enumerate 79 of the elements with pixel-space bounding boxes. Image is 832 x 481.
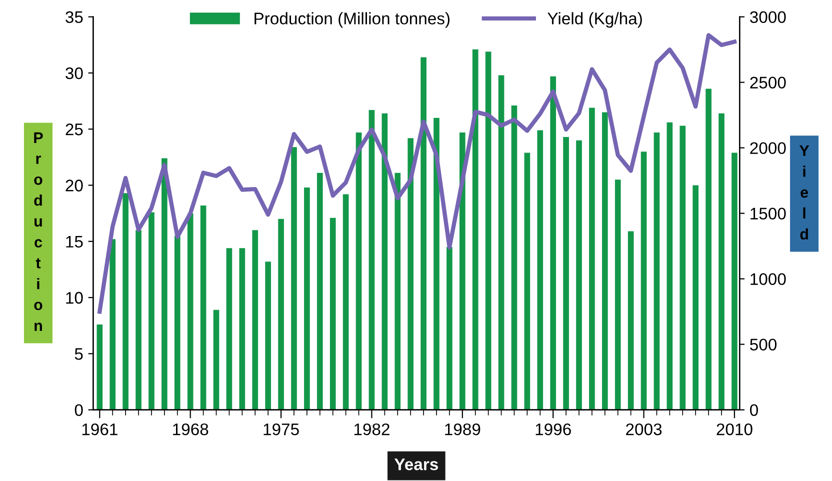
bar <box>122 193 128 410</box>
bar <box>537 130 544 410</box>
bar <box>706 88 712 410</box>
bar <box>524 152 530 410</box>
legend-label: Yield (Kg/ha) <box>548 12 642 28</box>
bar <box>213 310 220 410</box>
bar <box>680 126 686 410</box>
bar <box>576 140 582 410</box>
bar <box>342 194 349 410</box>
bar <box>252 230 258 410</box>
bar <box>434 118 440 410</box>
y-tick-label: 5 <box>74 348 83 360</box>
bar <box>614 180 621 410</box>
bar <box>382 113 388 410</box>
x-tick-label: 1996 <box>536 423 571 436</box>
bar <box>420 57 426 410</box>
x-tick-label: 1968 <box>173 423 208 436</box>
bar <box>718 113 724 410</box>
bar <box>602 112 608 410</box>
bar <box>368 110 375 410</box>
y2-tick-label: 2000 <box>750 142 786 154</box>
y-tick-label: 25 <box>66 124 83 136</box>
legend-label: Production (Million tonnes) <box>254 12 450 28</box>
bar <box>498 75 504 410</box>
y2-tick-label: 500 <box>750 338 777 351</box>
bar <box>148 212 154 410</box>
y2-axis-title: Yield <box>799 145 810 240</box>
bar <box>511 106 518 410</box>
bar <box>291 147 297 410</box>
bar <box>408 138 414 410</box>
bar <box>316 172 323 410</box>
x-tick-label: 1975 <box>264 423 299 436</box>
line-series <box>98 33 737 314</box>
y2-tick-label: 0 <box>750 404 758 416</box>
bar <box>136 230 142 410</box>
bar <box>226 248 232 410</box>
bar <box>589 108 595 410</box>
bar <box>640 152 647 410</box>
bar <box>732 152 738 410</box>
y-tick-label: 30 <box>66 67 83 80</box>
x-tick-label: 1961 <box>82 423 118 436</box>
bar <box>239 248 246 410</box>
bar <box>459 132 466 410</box>
y-tick-label: 35 <box>66 11 83 24</box>
bar <box>187 213 194 410</box>
y2-tick-label: 1500 <box>750 208 786 220</box>
bar <box>265 262 271 410</box>
bar <box>692 185 699 410</box>
y-tick-label: 10 <box>66 292 83 304</box>
y-tick-label: 0 <box>74 404 83 416</box>
x-axis-title: Years <box>394 458 438 470</box>
x-tick-label: 2003 <box>626 423 662 436</box>
x-tick-label: 2010 <box>716 423 752 436</box>
bar <box>96 324 103 410</box>
bar <box>304 188 310 410</box>
bar <box>472 49 478 410</box>
bar <box>278 218 284 410</box>
bar <box>394 172 401 410</box>
bar <box>446 247 452 410</box>
bar <box>200 205 206 410</box>
x-tick-label: 1982 <box>354 423 390 436</box>
text: Production <box>34 132 43 331</box>
bar <box>550 76 556 410</box>
bar <box>330 218 336 410</box>
bar <box>628 231 634 410</box>
x-tick-label: 1989 <box>445 423 480 436</box>
bar <box>485 52 492 410</box>
bar <box>563 136 569 410</box>
bar <box>110 239 116 410</box>
y-tick-label: 15 <box>66 236 83 248</box>
y2-tick-label: 1000 <box>750 273 786 286</box>
bar <box>162 158 168 410</box>
bar <box>356 132 362 410</box>
y2-tick-label: 3000 <box>750 11 786 24</box>
bar <box>666 122 673 410</box>
bar <box>654 132 660 410</box>
y2-tick-label: 2500 <box>750 76 786 89</box>
bar <box>174 236 180 410</box>
y-tick-label: 20 <box>66 180 83 192</box>
